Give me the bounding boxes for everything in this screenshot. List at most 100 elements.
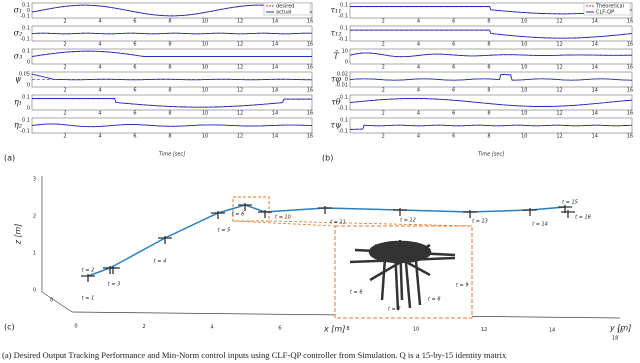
x-tick-label: 6: [133, 134, 136, 140]
y-tick-label: 0: [345, 77, 348, 83]
time-label: t = 16: [575, 215, 591, 221]
y-tick-label: 0.1: [340, 26, 348, 32]
x-tick-label: 2: [382, 134, 385, 140]
x-tick-label: 2: [63, 111, 66, 117]
x-tick-label: 12: [556, 65, 562, 71]
y-tick-label: 0.1: [22, 49, 30, 55]
x-tick-label: 10: [521, 88, 527, 94]
subplot-frame: [31, 94, 313, 111]
row-label: σ₁: [14, 6, 23, 15]
x-tick-label: 8: [168, 134, 171, 140]
x-tick-label: 6: [452, 111, 455, 117]
row-label: σ₂: [14, 29, 23, 38]
desired-curve: [32, 98, 312, 108]
x-tick-label: 4: [98, 65, 101, 71]
x-tick-label: 14: [272, 42, 278, 48]
x-tick-label: 2: [382, 19, 385, 25]
row-label: τφ: [331, 75, 341, 84]
y-tick-label: 0.1: [22, 3, 30, 9]
y-tick-label: 18: [612, 336, 618, 342]
actual-curve: [31, 32, 312, 35]
x-tick-label: 10: [521, 111, 527, 117]
x-tick-label: 12: [481, 327, 487, 333]
x-tick-label: 10: [521, 19, 527, 25]
drone-cluster: [349, 239, 456, 311]
x-tick-label: 8: [487, 42, 490, 48]
x-tick-label: 14: [549, 328, 555, 334]
x-tick-label: 8: [346, 326, 349, 332]
x-tick-label: 6: [133, 19, 136, 25]
x-tick-label: 4: [417, 111, 420, 117]
x-tick-label: 14: [592, 19, 598, 25]
x-tick-label: 2: [63, 19, 66, 25]
x-tick-label: 4: [98, 88, 101, 94]
x-tick-label: 8: [487, 65, 490, 71]
x-tick-label: 4: [98, 111, 101, 117]
row-label: η₁: [14, 98, 22, 107]
x-tick-label: 16: [627, 88, 633, 94]
x-tick-label: 12: [237, 65, 243, 71]
inset-time-label: t = 7: [388, 307, 401, 313]
zoom-inset: [334, 225, 473, 319]
x-tick-label: 4: [98, 134, 101, 140]
actual-curve: [31, 123, 312, 128]
time-label: t = 13: [472, 219, 488, 225]
zoom-connector: [268, 220, 473, 227]
row-label: τ₁₂: [331, 29, 342, 38]
drone-icon: [81, 274, 95, 282]
x-tick-label: 2: [63, 42, 66, 48]
x-tick-label: 16: [307, 88, 313, 94]
y-tick-label: 0: [27, 8, 30, 14]
row-label: η₂: [14, 121, 22, 130]
legend-label: actual: [276, 10, 291, 16]
actual-curve: [350, 29, 633, 39]
x-tick-label: 10: [521, 65, 527, 71]
subplot-frame: [349, 48, 633, 65]
drone-icon: [463, 210, 477, 218]
x-tick-label: 4: [417, 65, 420, 71]
x-tick-label: 6: [452, 19, 455, 25]
drone-icon: [158, 236, 172, 244]
x-tick-label: 16: [307, 111, 313, 117]
time-label: t = 15: [562, 200, 578, 206]
z-tick-label: 3: [33, 177, 36, 183]
x-tick-label: 2: [382, 88, 385, 94]
x-tick-label: 14: [592, 134, 598, 140]
time-label: t = 12: [400, 218, 416, 224]
time-label: t = 10: [275, 215, 291, 221]
x-tick-label: 10: [202, 42, 208, 48]
x-tick-label: 10: [413, 327, 419, 333]
x-tick-label: 10: [202, 19, 208, 25]
x-tick-label: 2: [382, 42, 385, 48]
actual-curve: [349, 52, 632, 58]
x-tick-label: 6: [452, 65, 455, 71]
x-tick-label: 2: [63, 65, 66, 71]
y-tick-label: 0.1: [340, 118, 348, 124]
x-tick-label: 6: [133, 111, 136, 117]
time-label: t = 3: [108, 282, 121, 288]
x-tick-label: 10: [202, 134, 208, 140]
x-tick-label: 4: [210, 325, 213, 331]
x-tick-label: 14: [592, 88, 598, 94]
row-label: σ₃: [14, 52, 23, 61]
x-tick-label: 14: [272, 111, 278, 117]
desired-curve: [31, 51, 312, 57]
x-tick-label: 16: [627, 134, 633, 140]
x-tick-label: 4: [417, 88, 420, 94]
drone-icon: [523, 208, 537, 216]
x-tick-label: 8: [487, 134, 490, 140]
x-tick-label: 12: [556, 42, 562, 48]
drone-icon: [318, 206, 332, 214]
time-label: t = 2: [82, 268, 95, 274]
x-tick-label: 10: [521, 42, 527, 48]
y-axis-line: [41, 291, 73, 313]
x-tick-label: 8: [487, 88, 490, 94]
time-label: t = 14: [532, 222, 548, 228]
y-tick-label: -0.1: [20, 129, 30, 135]
y-tick-label: -0.1: [338, 129, 348, 135]
desired-curve: [350, 29, 633, 39]
y-tick-label: 0: [27, 83, 30, 89]
caption: (a) Desired Output Tracking Performance …: [2, 350, 507, 360]
